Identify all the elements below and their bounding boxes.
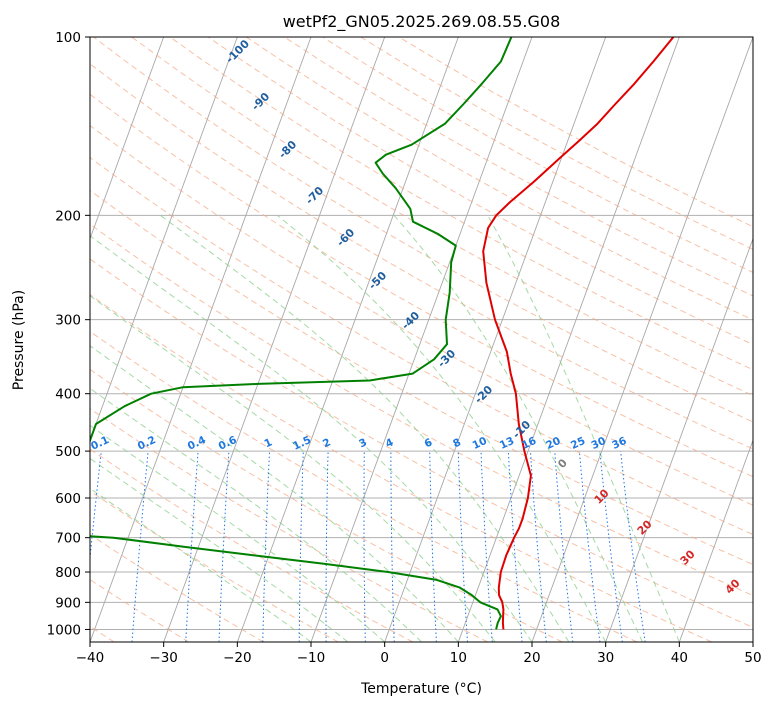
mixing-ratio-label: 36 [610,435,628,452]
mixing-ratio-line-30 [599,451,623,642]
chart-title: wetPf2_GN05.2025.269.08.55.G08 [283,12,561,32]
mixing-ratio-label: 3 [357,436,369,450]
dry-adiabats [90,37,753,642]
mixing-ratio-lines [90,451,646,642]
mixing-ratio-line-0.1 [90,451,102,563]
dry-adiabat-60 [90,223,753,597]
moist-adiabat-20 [90,235,533,642]
x-axis-label: Temperature (°C) [360,681,482,697]
mixing-ratio-label: 10 [471,435,489,452]
dry-adiabat--20 [90,533,264,642]
mixing-ratio-line-25 [578,451,601,642]
dry-adiabat-40 [90,294,712,642]
mixing-ratio-label: 6 [423,436,435,450]
isotherm-30 [605,237,753,642]
dry-adiabat-10 [90,407,488,642]
x-tick-label: −40 [76,650,105,666]
moist-adiabat-15 [90,295,496,642]
isotherm--40 [90,37,312,642]
x-tick-label: −20 [223,650,252,666]
y-tick-label: 200 [55,208,81,224]
y-tick-label: 800 [55,565,81,581]
moist-adiabat-30 [276,214,607,642]
mixing-ratio-label: 25 [569,435,587,452]
mixing-ratio-label: 8 [451,436,463,450]
moist-adiabat-0 [90,424,386,642]
dewpoint-profile [90,37,513,630]
x-tick-label: 20 [523,650,540,666]
x-tick-label: 50 [744,650,761,666]
dry-adiabat-160 [245,37,753,321]
moist-adiabats [90,214,680,642]
moist-adiabat-35 [393,214,643,642]
x-tick-label: 30 [597,650,614,666]
y-tick-label: 400 [55,387,81,403]
mixing-ratio-label: 20 [544,435,562,452]
mixing-ratio-label: 16 [520,435,538,452]
mixing-ratio-label: 13 [498,435,516,452]
dry-adiabat-150 [207,37,753,346]
moist-adiabat--10 [90,487,312,642]
x-tick-label: −10 [297,650,326,666]
moist-adiabat-10 [90,345,459,642]
x-tick-label: 40 [671,650,688,666]
isotherm-20 [531,37,753,642]
isotherm-10 [457,37,680,642]
x-tick-label: −30 [149,650,178,666]
sounding-series [90,37,675,630]
dry-adiabat-130 [131,37,753,397]
isotherm--30 [163,37,386,642]
x-tick-label: 10 [450,650,467,666]
mixing-ratio-label: 4 [384,436,396,450]
moist-adiabat-40 [487,215,680,642]
isobar-grid [90,37,753,630]
moist-adiabat-25 [160,214,570,642]
dry-adiabat-70 [90,189,753,566]
y-axis-label: Pressure (hPa) [11,290,27,390]
mixing-ratio-line-16 [529,451,547,642]
x-tick-label: 0 [380,650,389,666]
dry-adiabat-110 [90,63,753,450]
dry-adiabat--10 [90,490,339,642]
y-tick-label: 100 [55,30,81,46]
y-tick-label: 700 [55,531,81,547]
dry-adiabat-90 [90,124,753,506]
mixing-ratio-line-20 [554,451,574,642]
y-tick-label: 500 [55,444,81,460]
mixing-ratio-label: 2 [321,436,333,450]
y-tick-label: 1000 [47,622,81,638]
mixing-ratio-label: 1 [262,436,274,450]
isotherm-40 [678,439,753,642]
mixing-ratio-line-0.2 [131,451,149,642]
y-tick-label: 600 [55,491,81,507]
plot-frame [89,36,754,643]
isotherm-0 [384,37,607,642]
isotherm--60 [90,37,165,240]
mixing-ratio-line-13 [507,451,523,642]
temperature-profile [482,37,675,630]
y-tick-label: 900 [55,595,81,611]
mixing-ratio-label: 30 [589,435,607,452]
dry-adiabat-50 [90,258,753,628]
dry-adiabat-120 [93,37,753,423]
mixing-ratio-line-36 [620,451,646,642]
moist-adiabat-5 [90,387,422,642]
y-tick-label: 300 [55,313,81,329]
isotherm--50 [90,37,238,442]
axes: −40 −30 −20 −10 0 10 20 30 40 50 100 200 300 400 500 60… [47,30,762,666]
dry-adiabat-80 [90,156,753,536]
